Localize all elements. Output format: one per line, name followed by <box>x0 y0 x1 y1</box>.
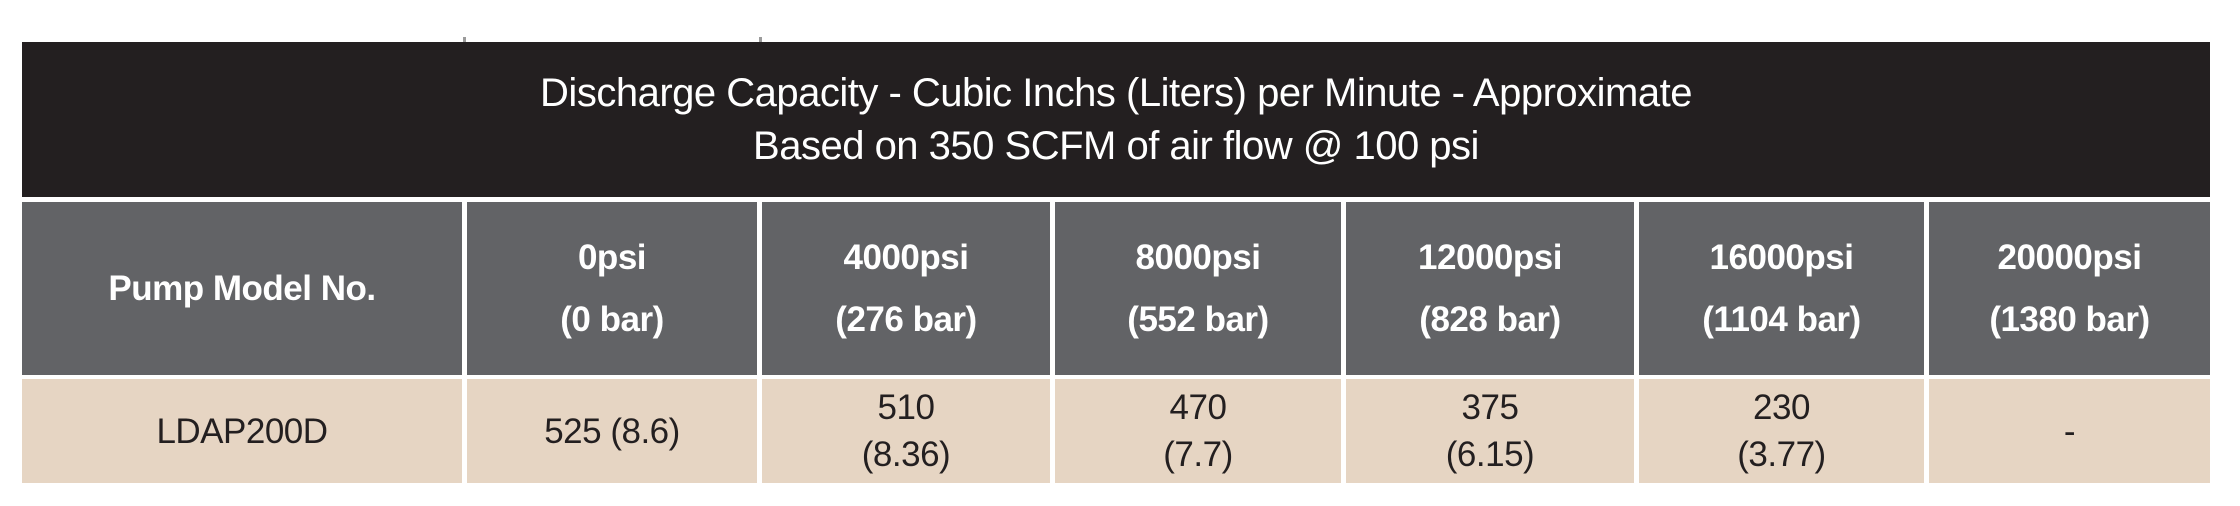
header-cell-pump-model: Pump Model No. <box>22 202 462 375</box>
data-cell-12000psi: 375 (6.15) <box>1346 379 1634 483</box>
header-label: 8000psi <box>1135 237 1261 277</box>
header-sublabel: (0 bar) <box>560 299 664 339</box>
crop-artifact-stub <box>759 37 762 42</box>
header-sublabel: (1104 bar) <box>1702 299 1861 339</box>
capacity-liters: (6.15) <box>1445 435 1535 474</box>
capacity-value: - <box>2063 411 2076 451</box>
header-sublabel: (1380 bar) <box>1989 299 2150 339</box>
header-cell-16000psi: 16000psi (1104 bar) <box>1639 202 1924 375</box>
crop-artifact-stub <box>463 37 466 42</box>
capacity-value: 230 <box>1753 388 1810 427</box>
table-header-row: Pump Model No. 0psi (0 bar) 4000psi (276… <box>22 202 2210 375</box>
header-sublabel: (828 bar) <box>1419 299 1561 339</box>
header-cell-8000psi: 8000psi (552 bar) <box>1055 202 1341 375</box>
header-label: 20000psi <box>1997 237 2142 277</box>
table-data-row: LDAP200D 525 (8.6) 510 (8.36) 470 (7.7) … <box>22 379 2210 483</box>
capacity-liters: (3.77) <box>1737 435 1826 474</box>
header-cell-20000psi: 20000psi (1380 bar) <box>1929 202 2210 375</box>
header-label: 12000psi <box>1418 237 1562 277</box>
header-label: 4000psi <box>843 237 969 277</box>
table-title-band: Discharge Capacity - Cubic Inchs (Liters… <box>22 42 2210 197</box>
header-label: 16000psi <box>1709 237 1854 277</box>
data-cell-0psi: 525 (8.6) <box>467 379 757 483</box>
capacity-value: 375 <box>1461 388 1519 427</box>
data-cell-16000psi: 230 (3.77) <box>1639 379 1924 483</box>
data-cell-20000psi: - <box>1929 379 2210 483</box>
data-cell-8000psi: 470 (7.7) <box>1055 379 1341 483</box>
header-sublabel: (276 bar) <box>835 299 977 339</box>
capacity-value: 525 (8.6) <box>544 411 680 451</box>
header-cell-4000psi: 4000psi (276 bar) <box>762 202 1050 375</box>
header-cell-12000psi: 12000psi (828 bar) <box>1346 202 1634 375</box>
header-label: Pump Model No. <box>108 268 376 308</box>
header-sublabel: (552 bar) <box>1127 299 1269 339</box>
header-label: 0psi <box>577 237 647 277</box>
discharge-capacity-table: Discharge Capacity - Cubic Inchs (Liters… <box>22 42 2210 483</box>
pump-model-value: LDAP200D <box>156 411 328 451</box>
capacity-value: 470 <box>1169 388 1227 427</box>
data-cell-4000psi: 510 (8.36) <box>762 379 1050 483</box>
capacity-liters: (7.7) <box>1163 435 1233 474</box>
table-title: Discharge Capacity - Cubic Inchs (Liters… <box>540 70 1692 115</box>
capacity-value: 510 <box>877 388 935 427</box>
data-cell-pump-model: LDAP200D <box>22 379 462 483</box>
capacity-liters: (8.36) <box>861 435 951 474</box>
table-subtitle: Based on 350 SCFM of air flow @ 100 psi <box>753 123 1479 168</box>
header-cell-0psi: 0psi (0 bar) <box>467 202 757 375</box>
